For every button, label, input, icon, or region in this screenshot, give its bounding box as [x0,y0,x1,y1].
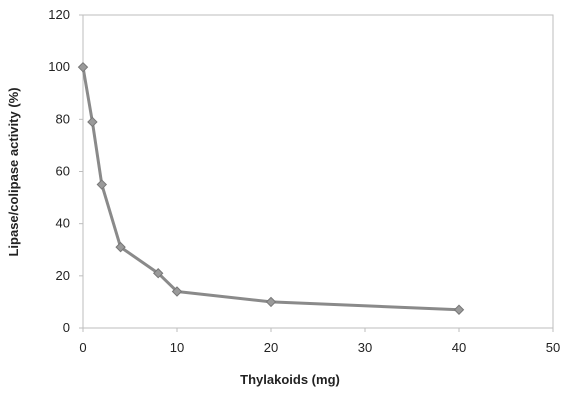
data-point-marker [77,61,89,73]
data-point-marker [115,241,126,253]
plot-area [82,14,554,329]
data-point-marker [96,179,108,190]
y-tick-label: 80 [56,111,70,126]
y-axis-label: Lipase/colipase activity (%) [6,87,21,256]
data-point-marker [171,286,183,297]
x-tick-label: 20 [264,340,278,355]
x-axis-ticks: 0 10 20 30 40 50 [79,328,560,355]
x-tick-label: 50 [546,340,560,355]
data-point-marker [265,296,277,308]
series-line [81,65,461,312]
x-tick-label: 0 [79,340,86,355]
y-axis-ticks: 0 20 40 60 80 100 120 [48,7,83,335]
x-tick-label: 30 [358,340,372,355]
x-tick-label: 10 [170,340,184,355]
x-tick-label: 40 [452,340,466,355]
data-point-marker [152,268,164,279]
y-tick-label: 100 [48,59,70,74]
y-tick-label: 20 [56,268,70,283]
x-axis-label: Thylakoids (mg) [240,372,340,387]
y-tick-label: 40 [56,216,70,231]
y-tick-label: 0 [63,320,70,335]
y-tick-label: 120 [48,7,70,22]
y-tick-label: 60 [56,164,70,179]
data-point-marker [87,116,98,128]
data-point-marker [453,304,465,315]
series-group [77,61,465,315]
